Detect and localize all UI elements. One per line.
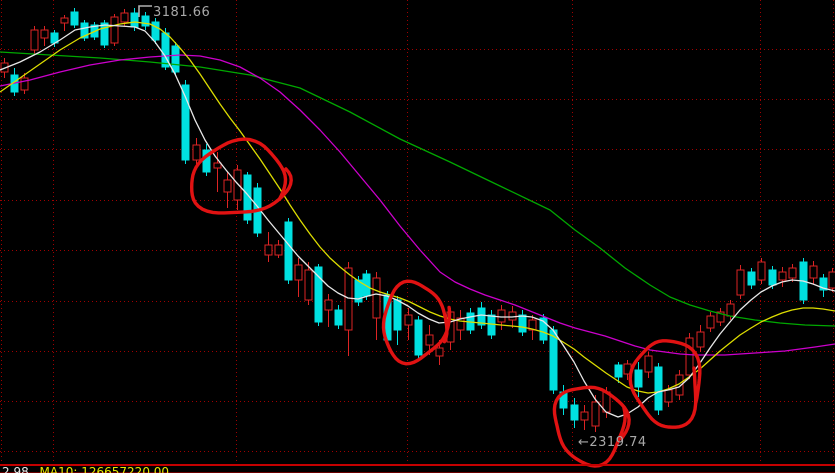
- up-candle: [274, 240, 283, 258]
- up-candle: [456, 310, 465, 340]
- down-candle: [151, 18, 160, 44]
- up-candle: [294, 258, 303, 297]
- up-candle: [60, 15, 69, 31]
- up-candle: [591, 395, 600, 432]
- annotation-circles-layer: [189, 137, 702, 468]
- status-bar: 2.98 MA10: 126657220.00: [2, 466, 169, 473]
- annotation-circle: [552, 385, 631, 468]
- up-candle: [223, 172, 232, 208]
- up-candle: [20, 73, 29, 94]
- up-candle: [778, 267, 787, 287]
- up-candle: [528, 315, 537, 340]
- up-candle: [304, 262, 313, 305]
- up-candle: [644, 352, 653, 378]
- status-ma10-readout: MA10: 126657220.00: [39, 465, 170, 473]
- up-candle: [40, 26, 49, 46]
- candles-layer: [0, 8, 835, 432]
- up-candle: [706, 312, 715, 332]
- up-candle: [580, 405, 589, 430]
- up-candle: [736, 265, 745, 299]
- up-candle: [264, 232, 273, 262]
- up-candle: [696, 325, 705, 352]
- up-candle: [233, 165, 242, 210]
- down-candle: [393, 296, 402, 345]
- grid-layer: [0, 0, 835, 463]
- status-value-white: 2.98: [2, 465, 29, 473]
- down-candle: [654, 363, 663, 415]
- ma-magenta-long: [0, 54, 835, 356]
- up-candle: [213, 152, 222, 192]
- down-candle: [614, 362, 623, 383]
- down-candle: [559, 385, 568, 415]
- down-candle: [243, 172, 252, 224]
- annotation-circle: [628, 339, 702, 429]
- up-candle: [788, 264, 797, 282]
- up-candle: [809, 261, 818, 284]
- down-candle: [466, 308, 475, 334]
- down-candle: [518, 310, 527, 336]
- ma-white-short: [0, 24, 835, 418]
- down-candle: [539, 314, 548, 344]
- up-candle: [685, 333, 694, 379]
- peak-price-label: 3181.66: [153, 6, 210, 19]
- up-candle: [30, 26, 39, 54]
- down-candle: [171, 42, 180, 76]
- down-candle: [70, 8, 79, 28]
- pane-separator: [0, 464, 835, 466]
- down-candle: [570, 398, 579, 428]
- peak-price-value: 3181.66: [153, 5, 211, 20]
- down-candle: [141, 12, 150, 30]
- trough-price-value: ←2319.74: [578, 435, 647, 450]
- down-candle: [284, 218, 293, 284]
- down-candle: [80, 20, 89, 41]
- down-candle: [747, 268, 756, 289]
- trough-price-label: ←2319.74: [578, 436, 647, 449]
- up-candle: [372, 272, 381, 340]
- down-candle: [334, 305, 343, 329]
- down-candle: [314, 264, 323, 326]
- up-candle: [324, 294, 333, 327]
- up-candle: [110, 14, 119, 46]
- down-candle: [414, 316, 423, 358]
- up-candle: [757, 258, 766, 284]
- up-candle: [192, 138, 201, 168]
- peak-pointer-icon: [138, 5, 152, 17]
- down-candle: [819, 274, 828, 297]
- down-candle: [100, 20, 109, 48]
- up-candle: [716, 308, 725, 326]
- down-candle: [181, 80, 190, 164]
- annotation-circle: [381, 279, 452, 366]
- up-candle: [404, 308, 413, 340]
- annotation-circle: [189, 137, 293, 215]
- up-candle: [828, 268, 835, 292]
